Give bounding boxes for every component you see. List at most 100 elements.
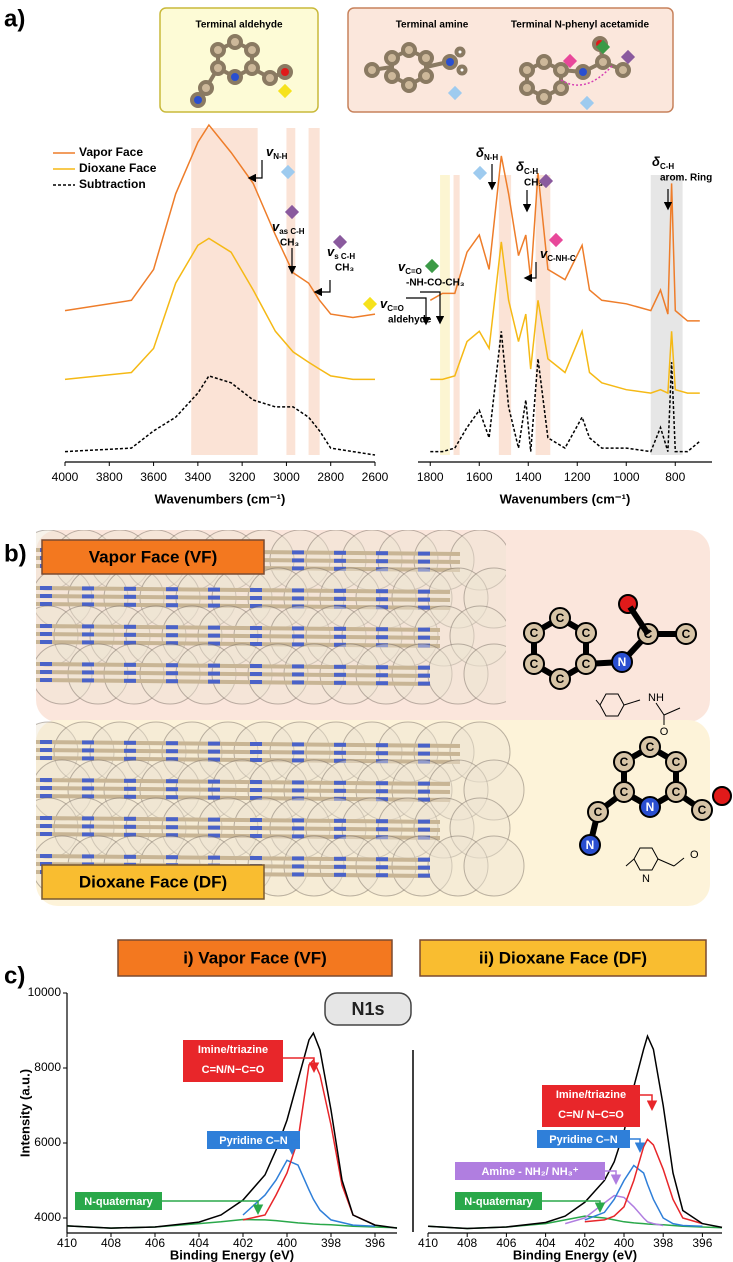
annotation-arrow (542, 1200, 606, 1213)
annotation: δC-H (652, 154, 674, 171)
annotation-text: Imine/triazine (198, 1044, 268, 1056)
annotation-arrow (605, 1170, 622, 1185)
atom (613, 781, 635, 803)
highlight-band (498, 175, 512, 455)
face-label: Dioxane Face (DF) (79, 872, 227, 891)
series-line (430, 331, 701, 453)
df-render (36, 721, 525, 897)
diamond (579, 95, 595, 111)
annotation-text: Pyridine C–N (549, 1134, 618, 1146)
y-tick-label: 6000 (34, 1135, 61, 1149)
series-line (584, 1164, 703, 1228)
diamond (562, 53, 578, 69)
annotation-arrow (162, 1200, 264, 1215)
highlight-band (453, 175, 460, 455)
x-tick-label: 404 (189, 1236, 209, 1250)
stick (36, 854, 431, 862)
x-tick-label: 3400 (185, 470, 212, 484)
atom (639, 796, 661, 818)
stick (36, 678, 431, 686)
atom (575, 622, 597, 644)
annotation-box (75, 1192, 162, 1210)
diamond (620, 49, 636, 65)
atom-label: C (646, 740, 655, 754)
skeletal-vf (595, 693, 681, 725)
structure-box (347, 7, 674, 113)
atom (691, 799, 713, 821)
x-tick-label: 3000 (273, 470, 300, 484)
annotation-arrow (640, 1094, 658, 1111)
legend-label: Subtraction (79, 177, 146, 191)
annotation-sub: s C-H (334, 252, 355, 261)
stick (36, 632, 441, 640)
atom-label: C (620, 755, 629, 769)
resonance-arc (560, 65, 613, 86)
x-tick-label: 800 (665, 470, 685, 484)
annotation-box (207, 1131, 300, 1149)
annotation-box (455, 1192, 542, 1210)
face-label-box (41, 539, 265, 575)
annotation-arrow (523, 262, 537, 283)
x-tick-label: 398 (653, 1236, 673, 1250)
annotation-box (537, 1130, 630, 1148)
x-tick-label: 402 (575, 1236, 595, 1250)
structure-title: Terminal amine (396, 20, 469, 31)
annotation-arrow (630, 1138, 646, 1153)
annotation-text: N-quaternary (464, 1196, 533, 1208)
x-tick-label: 1000 (613, 470, 640, 484)
chart-title: ii) Dioxane Face (DF) (479, 948, 647, 967)
atom (575, 653, 597, 675)
annotation-box (542, 1085, 640, 1127)
atom-label: C (672, 785, 681, 799)
annotation-arrow (406, 297, 431, 326)
x-tick-label: 1400 (515, 470, 542, 484)
x-tick-label: 406 (496, 1236, 516, 1250)
diamond (595, 39, 611, 55)
annotation-line2: aldehyde (388, 315, 432, 326)
annotation-text: N-quaternary (84, 1196, 153, 1208)
x-tick-label: 3800 (96, 470, 123, 484)
annotation-sub: C-H (660, 162, 674, 171)
panel-label: c) (4, 962, 25, 989)
annotation-sub: C=O (405, 267, 422, 276)
highlight-band (535, 175, 551, 455)
annotation-box (455, 1162, 605, 1180)
x-tick-label: 402 (233, 1236, 253, 1250)
stick (36, 816, 441, 824)
diamond (447, 85, 463, 101)
annotation-arrow (313, 280, 331, 297)
stick (36, 740, 461, 748)
diamond (362, 296, 378, 312)
x-tick-label: 2800 (317, 470, 344, 484)
highlight-band (650, 175, 683, 455)
series-line (430, 241, 700, 395)
atom-label: N (618, 655, 627, 669)
atom (523, 622, 545, 644)
diamond (538, 173, 554, 189)
annotation-line2: CH₃ (280, 238, 299, 249)
x-tick-label: 1800 (417, 470, 444, 484)
annotation-line2: -NH-CO-CH₃ (406, 278, 465, 289)
x-tick-label: 410 (418, 1236, 438, 1250)
sphere (463, 835, 525, 897)
x-tick-label: 396 (365, 1236, 385, 1250)
sphere (463, 643, 506, 705)
annotation-symbol: δ (476, 145, 484, 160)
annotation-text: Pyridine C–N (219, 1135, 288, 1147)
annotation: δN-H (476, 145, 498, 162)
skeletal-df (625, 847, 685, 871)
stick (36, 624, 441, 632)
series-line (242, 1159, 376, 1228)
atom (579, 834, 601, 856)
annotation-text: C=N/N−C=O (202, 1064, 265, 1076)
skeletal-label: NH (648, 692, 664, 704)
series-line (584, 1138, 703, 1225)
annotation-symbol: v (540, 246, 548, 261)
series-line (64, 123, 376, 319)
x-tick-label: 2600 (362, 470, 389, 484)
atom (523, 653, 545, 675)
x-tick-label: 1200 (564, 470, 591, 484)
atom-label: N (646, 800, 655, 814)
